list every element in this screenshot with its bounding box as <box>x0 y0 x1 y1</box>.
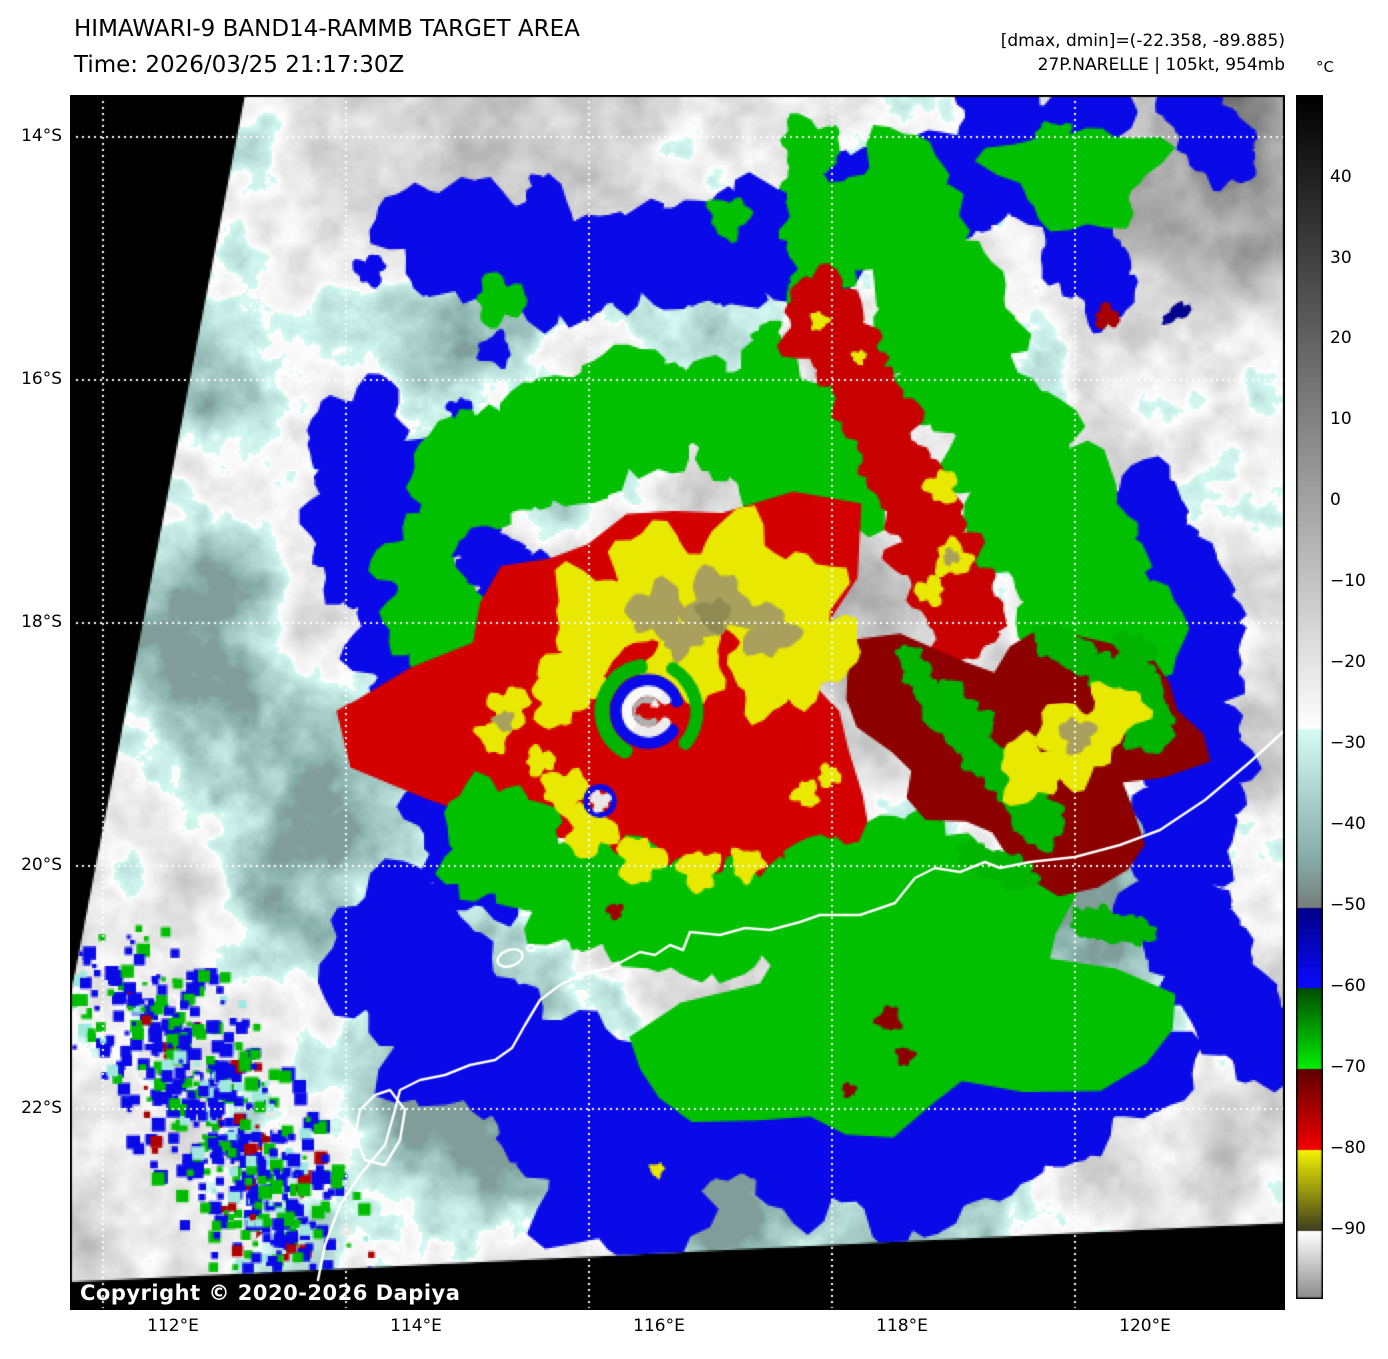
colorbar-tick: −90 <box>1330 1218 1366 1239</box>
lon-tick: 114°E <box>390 1316 442 1336</box>
lat-tick: 18°S <box>21 612 62 632</box>
page-title: HIMAWARI-9 BAND14-RAMMB TARGET AREA <box>74 16 580 42</box>
temperature-colorbar <box>1296 95 1323 1299</box>
lat-tick: 22°S <box>21 1098 62 1118</box>
colorbar-tick: −50 <box>1330 895 1366 916</box>
lat-tick: 16°S <box>21 369 62 389</box>
colorbar-unit-label: °C <box>1316 58 1334 76</box>
dmax-dmin-readout: [dmax, dmin]=(-22.358, -89.885) <box>1000 31 1285 51</box>
satellite-map: Copyright © 2020-2026 Dapiya <box>70 95 1285 1310</box>
colorbar-tick: −80 <box>1330 1137 1366 1158</box>
timestamp-line: Time: 2026/03/25 21:17:30Z <box>74 52 405 78</box>
lat-tick: 20°S <box>21 855 62 875</box>
colorbar-tick: −70 <box>1330 1056 1366 1077</box>
colorbar-tick: −30 <box>1330 733 1366 754</box>
colorbar-tick: −40 <box>1330 814 1366 835</box>
colorbar-tick: −20 <box>1330 652 1366 673</box>
colorbar-tick: 10 <box>1330 409 1352 430</box>
lon-tick: 112°E <box>147 1316 199 1336</box>
colorbar-tick: 20 <box>1330 328 1352 349</box>
copyright-watermark: Copyright © 2020-2026 Dapiya <box>80 1281 461 1305</box>
storm-info-line: 27P.NARELLE | 105kt, 954mb <box>1037 55 1285 75</box>
lon-tick: 120°E <box>1119 1316 1171 1336</box>
colorbar-tick: 0 <box>1330 490 1341 511</box>
lon-tick: 118°E <box>876 1316 928 1336</box>
grid-coastline-canvas <box>70 95 1285 1310</box>
lat-tick: 14°S <box>21 126 62 146</box>
colorbar-tick: 40 <box>1330 166 1352 187</box>
colorbar-tick: −10 <box>1330 571 1366 592</box>
lon-tick: 116°E <box>633 1316 685 1336</box>
colorbar-tick: 30 <box>1330 247 1352 268</box>
colorbar-tick: −60 <box>1330 975 1366 996</box>
